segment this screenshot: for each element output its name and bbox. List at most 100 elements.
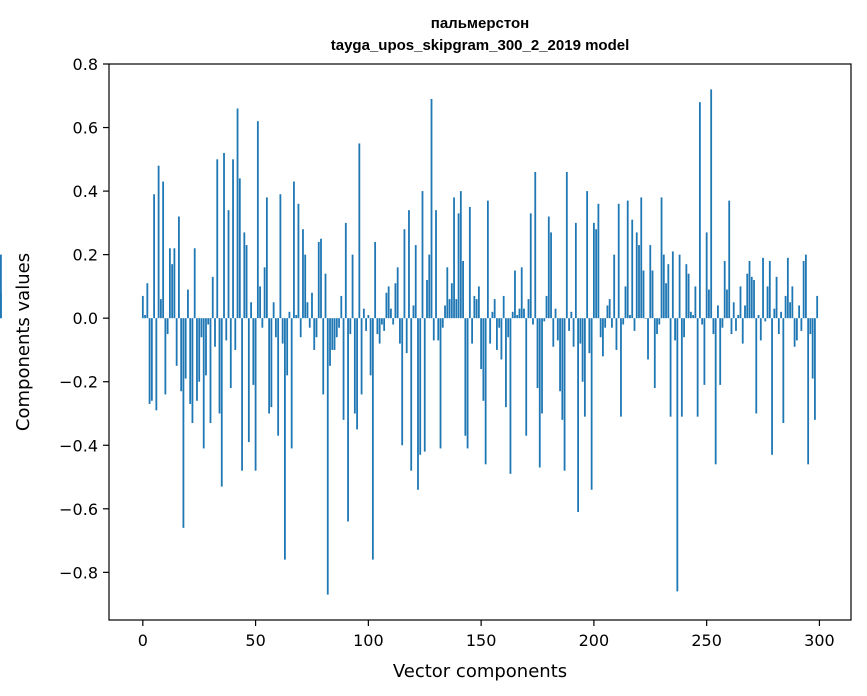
bar-component-81 — [324, 273, 327, 319]
bar-component-129 — [432, 318, 435, 341]
bar-component-288 — [791, 286, 794, 319]
bar-component-24 — [196, 318, 198, 401]
x-axis-ticks: 0 50 100 150 200 250 300 — [138, 620, 835, 650]
bar-component-96 — [358, 143, 361, 319]
bar-component-108 — [385, 292, 388, 319]
bar-component-25 — [198, 318, 201, 382]
bar-component-43 — [238, 178, 241, 319]
bar-component-213 — [622, 318, 625, 325]
bar-component-298 — [814, 318, 816, 420]
bar-component-36 — [223, 152, 225, 319]
bar-component-222 — [642, 270, 645, 319]
bar-component-168 — [520, 267, 523, 319]
bar-component-114 — [399, 318, 401, 344]
bar-component-51 — [256, 121, 259, 319]
bar-component-92 — [349, 318, 352, 335]
bars-group — [0, 89, 819, 595]
bar-component-159 — [500, 318, 503, 360]
bar-component-84 — [331, 318, 334, 350]
bar-component-119 — [410, 318, 413, 471]
bar-component-156 — [493, 299, 496, 319]
bar-component-62 — [281, 318, 284, 344]
bar-component-194 — [579, 318, 582, 344]
bar-component-164 — [511, 311, 514, 319]
bar-component-184 — [556, 318, 559, 341]
bar-component-17 — [180, 318, 183, 392]
bar-component-243 — [689, 311, 692, 319]
bar-component-140 — [457, 213, 460, 319]
bar-component-151 — [482, 318, 485, 401]
bar-component-163 — [509, 318, 512, 474]
bar-component-63 — [284, 318, 286, 560]
bar-component-166 — [516, 314, 519, 319]
bar-component-122 — [417, 318, 419, 490]
bar-component-61 — [279, 194, 282, 319]
bar-component-277 — [766, 286, 769, 319]
y-tick-label: 0.0 — [73, 309, 98, 328]
bar-component-241 — [685, 264, 688, 319]
bar-component-299 — [816, 295, 819, 319]
bar-component-205 — [604, 318, 607, 328]
bar-component-12 — [168, 248, 171, 319]
bar-component-220 — [638, 245, 640, 319]
bar-component-67 — [293, 181, 295, 319]
bar-component-55 — [265, 197, 268, 319]
bar-component-142 — [462, 260, 464, 319]
bar-component-148 — [475, 299, 478, 319]
bar-component-78 — [317, 241, 320, 319]
bar-component-9 — [162, 181, 165, 319]
bar-component-40 — [232, 159, 234, 319]
bar-component-124 — [421, 191, 424, 319]
bar-component-259 — [726, 289, 728, 319]
bar-component-172 — [529, 213, 532, 319]
bar-component-20 — [187, 289, 189, 319]
bar-component-111 — [392, 318, 395, 325]
bar-component-107 — [383, 318, 386, 331]
bar-component-26 — [200, 318, 203, 338]
bar-component-231 — [662, 254, 665, 319]
bar-component-271 — [753, 280, 755, 319]
bar-component-160 — [502, 295, 505, 319]
bar-component-174 — [534, 172, 537, 319]
bar-component-182 — [552, 318, 555, 347]
bar-component-87 — [338, 318, 340, 328]
bar-component-162 — [507, 318, 510, 338]
bar-component-185 — [559, 318, 561, 392]
bar-component-115 — [401, 318, 404, 446]
bar-component-110 — [390, 308, 392, 319]
bar-component-270 — [750, 276, 753, 319]
bar-component-35 — [220, 318, 223, 487]
bar-component-37 — [225, 318, 228, 341]
bar-component-134 — [444, 305, 446, 319]
bar-component-94 — [353, 318, 356, 414]
bar-component-39 — [229, 318, 232, 389]
bar-component-123 — [419, 318, 422, 455]
bar-component-276 — [764, 318, 767, 322]
bar-component-106 — [380, 318, 383, 325]
bar-component-10 — [164, 318, 167, 395]
y-tick-label: 0.8 — [73, 55, 98, 74]
bar-component-141 — [459, 191, 462, 319]
bar-component-294 — [804, 254, 807, 319]
bar-component-226 — [651, 270, 654, 319]
bar-component-22 — [191, 318, 194, 424]
bar-component-33 — [216, 159, 219, 319]
bar-component-11 — [166, 318, 169, 335]
bar-component-80 — [322, 318, 325, 395]
bar-component-289 — [793, 318, 796, 347]
bar-component-49 — [252, 318, 255, 385]
bar-component-112 — [394, 283, 397, 319]
bar-component-262 — [732, 302, 735, 319]
bar-component-211 — [617, 203, 620, 319]
bar-component-283 — [780, 311, 782, 319]
bar-component-16 — [178, 216, 180, 319]
bar-component-246 — [696, 318, 699, 417]
bar-component-143 — [464, 318, 467, 436]
bar-component-229 — [658, 318, 661, 325]
bar-component-178 — [543, 318, 546, 322]
bar-component-68 — [295, 314, 298, 319]
bar-component-47 — [247, 318, 250, 443]
bar-component-64 — [286, 318, 289, 376]
bar-component-227 — [653, 318, 656, 389]
x-axis-label: Vector components — [393, 661, 567, 682]
